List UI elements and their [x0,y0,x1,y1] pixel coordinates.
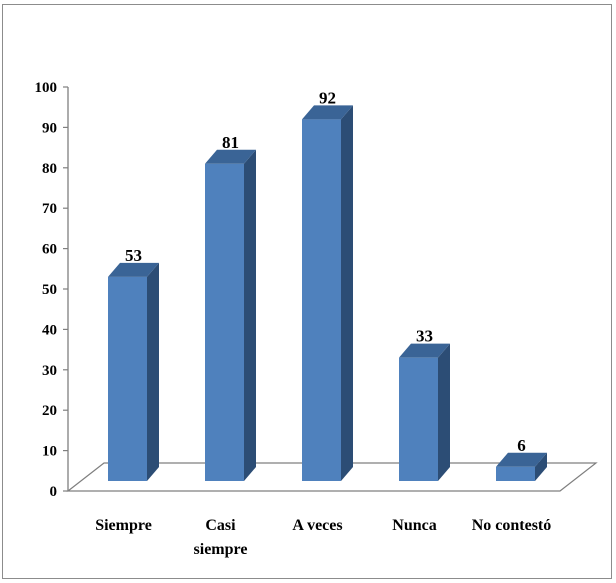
bar-side [244,149,256,481]
x-tick-label: siempre [194,541,248,558]
data-label: 81 [222,133,239,152]
data-label: 33 [416,327,433,346]
bar-top [302,105,353,120]
x-tick-label: Casi [205,517,236,534]
bar-top [205,149,256,164]
x-tick-label: A veces [292,517,342,534]
chart-floor [66,462,598,492]
x-tick-label: Siempre [95,517,152,534]
bar-front [302,119,341,481]
bar-front [399,357,438,481]
bar-top [496,452,547,467]
bar-side [535,452,547,481]
bar-top [108,262,159,277]
bar-top [399,343,450,358]
y-tick-label: 60 [42,242,57,258]
data-label: 92 [319,88,336,107]
y-tick-label: 10 [42,444,57,460]
y-tick-label: 0 [50,484,58,500]
y-tick-label: 50 [42,282,57,298]
data-label: 53 [125,246,142,265]
y-tick-label: 20 [42,403,57,419]
data-label: 6 [517,436,526,455]
bar-front [108,276,147,481]
y-tick-label: 90 [42,120,57,136]
y-tick-label: 80 [42,161,57,177]
bar-front [205,163,244,481]
x-tick-label: No contestó [472,517,552,534]
bar-front [496,466,535,481]
x-tick-label: Nunca [392,517,436,534]
y-tick-label: 40 [42,322,57,338]
bar-side [147,262,159,481]
bar-side [341,105,353,481]
y-tick-label: 30 [42,363,57,379]
y-tick-label: 100 [35,80,58,96]
bar-side [438,343,450,481]
y-tick-label: 70 [42,201,57,217]
